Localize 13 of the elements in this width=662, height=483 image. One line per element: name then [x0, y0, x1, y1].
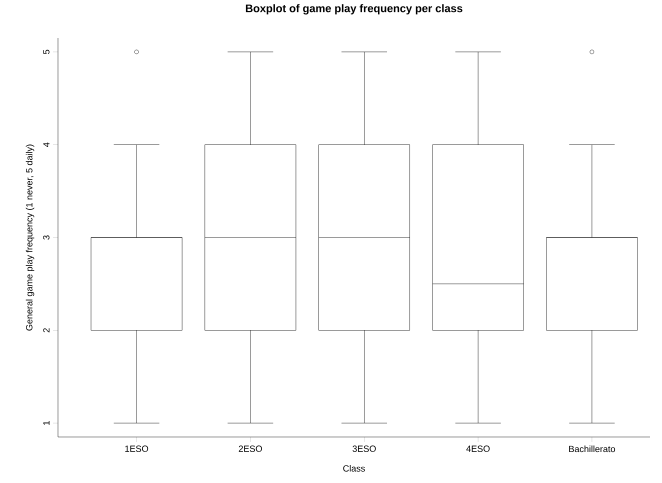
y-tick-label: 1: [43, 421, 50, 425]
x-tick-label: 3ESO: [352, 446, 376, 452]
y-axis-title: General game play frequency (1 never, 5 daily): [26, 144, 34, 331]
chart-title: Boxplot of game play frequency per class: [246, 4, 462, 14]
y-tick-label: 5: [43, 50, 50, 54]
y-tick-label: 3: [43, 235, 50, 240]
y-tick-label: 4: [43, 142, 50, 148]
x-tick-label: 4ESO: [466, 446, 490, 452]
x-tick-label: 2ESO: [238, 446, 262, 452]
x-tick-label: Bachillerato: [569, 446, 616, 452]
x-axis-title: Class: [343, 465, 365, 472]
x-tick-label: 1ESO: [125, 446, 148, 452]
y-tick-label: 2: [43, 328, 50, 332]
